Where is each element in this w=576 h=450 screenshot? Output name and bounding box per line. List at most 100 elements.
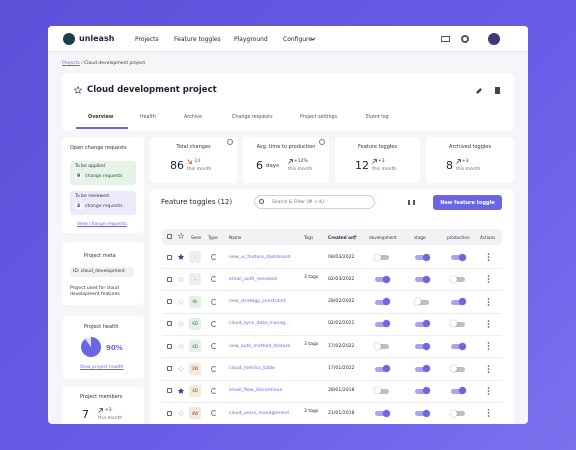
toggle-knob (459, 298, 466, 306)
star-icon (178, 233, 184, 239)
tags[interactable]: 3 tags (304, 342, 319, 348)
column-header[interactable]: Type (208, 235, 218, 240)
toggle[interactable] (415, 411, 429, 417)
actions-icon[interactable] (487, 342, 490, 350)
nav-item[interactable]: Projects (135, 36, 159, 43)
settings-icon[interactable] (461, 35, 469, 43)
toggle[interactable] (375, 321, 389, 327)
toggle-name[interactable]: new_auth_method_feature (229, 343, 291, 349)
link[interactable]: View change requests (77, 222, 127, 227)
avatar[interactable] (488, 33, 500, 45)
toggle[interactable] (451, 411, 465, 417)
toggle-name[interactable]: email_flow_discontinue (229, 388, 283, 394)
toggle-name[interactable]: new_strategy_constraint (229, 299, 286, 305)
actions-icon[interactable] (487, 297, 490, 306)
checkbox[interactable] (167, 254, 172, 260)
checkbox[interactable] (167, 410, 172, 416)
toggle[interactable] (451, 388, 465, 394)
toggle[interactable] (451, 321, 465, 327)
tags[interactable]: 3 tags (304, 275, 319, 281)
star-icon[interactable] (178, 387, 184, 394)
toggle[interactable] (415, 366, 429, 372)
star-icon[interactable] (178, 254, 184, 260)
tags[interactable]: 3 tags (304, 409, 319, 415)
new-toggle-button[interactable]: New feature toggle (433, 195, 502, 210)
toggle[interactable] (375, 411, 389, 417)
toggle[interactable] (415, 344, 429, 350)
star-icon[interactable] (178, 276, 184, 283)
toggle-name[interactable]: email_auth_renewals (229, 276, 278, 282)
tab[interactable]: Overview (88, 115, 114, 120)
toggle[interactable] (375, 388, 389, 394)
link[interactable]: View project health (80, 365, 124, 370)
toggle[interactable] (375, 366, 389, 372)
column-header[interactable]: development (369, 235, 397, 240)
docs-icon[interactable] (441, 36, 450, 42)
toggle-knob (383, 365, 390, 372)
tab[interactable]: Project settings (300, 115, 338, 120)
tab[interactable]: Change requests (232, 115, 273, 120)
tab[interactable]: Event log (366, 115, 389, 120)
actions-icon[interactable] (487, 320, 490, 328)
nav-item[interactable]: Feature toggles (174, 36, 221, 43)
toggle[interactable] (451, 255, 465, 260)
actions-icon[interactable] (487, 386, 490, 395)
toggle-name[interactable]: cloud_metrics_table (229, 366, 275, 371)
search[interactable]: Search & Filter (⌘ + K) (254, 195, 375, 209)
star-icon[interactable] (178, 343, 184, 350)
checkbox[interactable] (167, 366, 172, 371)
star-icon[interactable] (178, 298, 184, 305)
tab[interactable]: Health (140, 115, 156, 120)
toggle[interactable] (451, 277, 465, 283)
nav-item[interactable]: Configure (283, 36, 313, 43)
toggle[interactable] (415, 255, 429, 260)
columns-icon[interactable] (408, 200, 415, 205)
checkbox[interactable] (167, 276, 172, 282)
tab[interactable]: Archive (184, 115, 202, 120)
toggle-name[interactable]: cloud_users_management (229, 410, 290, 416)
brand: unleash (79, 34, 115, 43)
column-header[interactable]: production (447, 235, 470, 240)
trend-icon (98, 408, 103, 413)
toggle[interactable] (415, 277, 429, 283)
toggle[interactable] (375, 277, 389, 283)
actions-icon[interactable] (487, 275, 490, 284)
toggles-title: Feature toggles (12) (161, 198, 233, 206)
checkbox[interactable] (167, 234, 172, 239)
toggle[interactable] (451, 299, 465, 305)
column-header[interactable]: Name (229, 235, 242, 240)
toggle-knob (374, 342, 381, 350)
toggle[interactable] (451, 344, 465, 350)
delete-icon[interactable] (495, 87, 500, 94)
column-header[interactable]: Seen (191, 235, 202, 240)
type-icon (211, 320, 217, 327)
column-header[interactable]: Actions (480, 235, 496, 240)
checkbox[interactable] (167, 299, 172, 305)
column-header[interactable]: stage (414, 235, 426, 240)
toggle[interactable] (375, 255, 389, 260)
toggle[interactable] (375, 299, 389, 305)
star-icon[interactable] (178, 365, 184, 372)
actions-icon[interactable] (487, 409, 490, 417)
toggle[interactable] (415, 299, 429, 305)
toggle[interactable] (415, 321, 429, 327)
checkbox[interactable] (167, 388, 172, 394)
actions-icon[interactable] (487, 253, 490, 261)
breadcrumb-link[interactable]: Projects (62, 61, 80, 66)
card-title: Open change requests (70, 145, 127, 151)
star-icon[interactable] (178, 320, 184, 327)
checkbox[interactable] (167, 343, 172, 349)
star-icon[interactable] (178, 410, 184, 416)
toggle-knob (423, 365, 430, 372)
column-header[interactable]: Tags (304, 235, 314, 240)
toggle[interactable] (375, 344, 389, 350)
toggle-name[interactable]: cloud_sync_data_manag... (229, 321, 290, 327)
favorite-icon[interactable] (74, 86, 82, 94)
actions-icon[interactable] (487, 364, 490, 373)
checkbox[interactable] (167, 321, 172, 327)
column-header[interactable]: Created on (328, 235, 354, 240)
toggle[interactable] (415, 388, 429, 394)
nav-item[interactable]: Playground (234, 36, 268, 43)
toggle-name[interactable]: new_ui_feature_dashboard (229, 254, 291, 260)
toggle[interactable] (451, 366, 465, 372)
